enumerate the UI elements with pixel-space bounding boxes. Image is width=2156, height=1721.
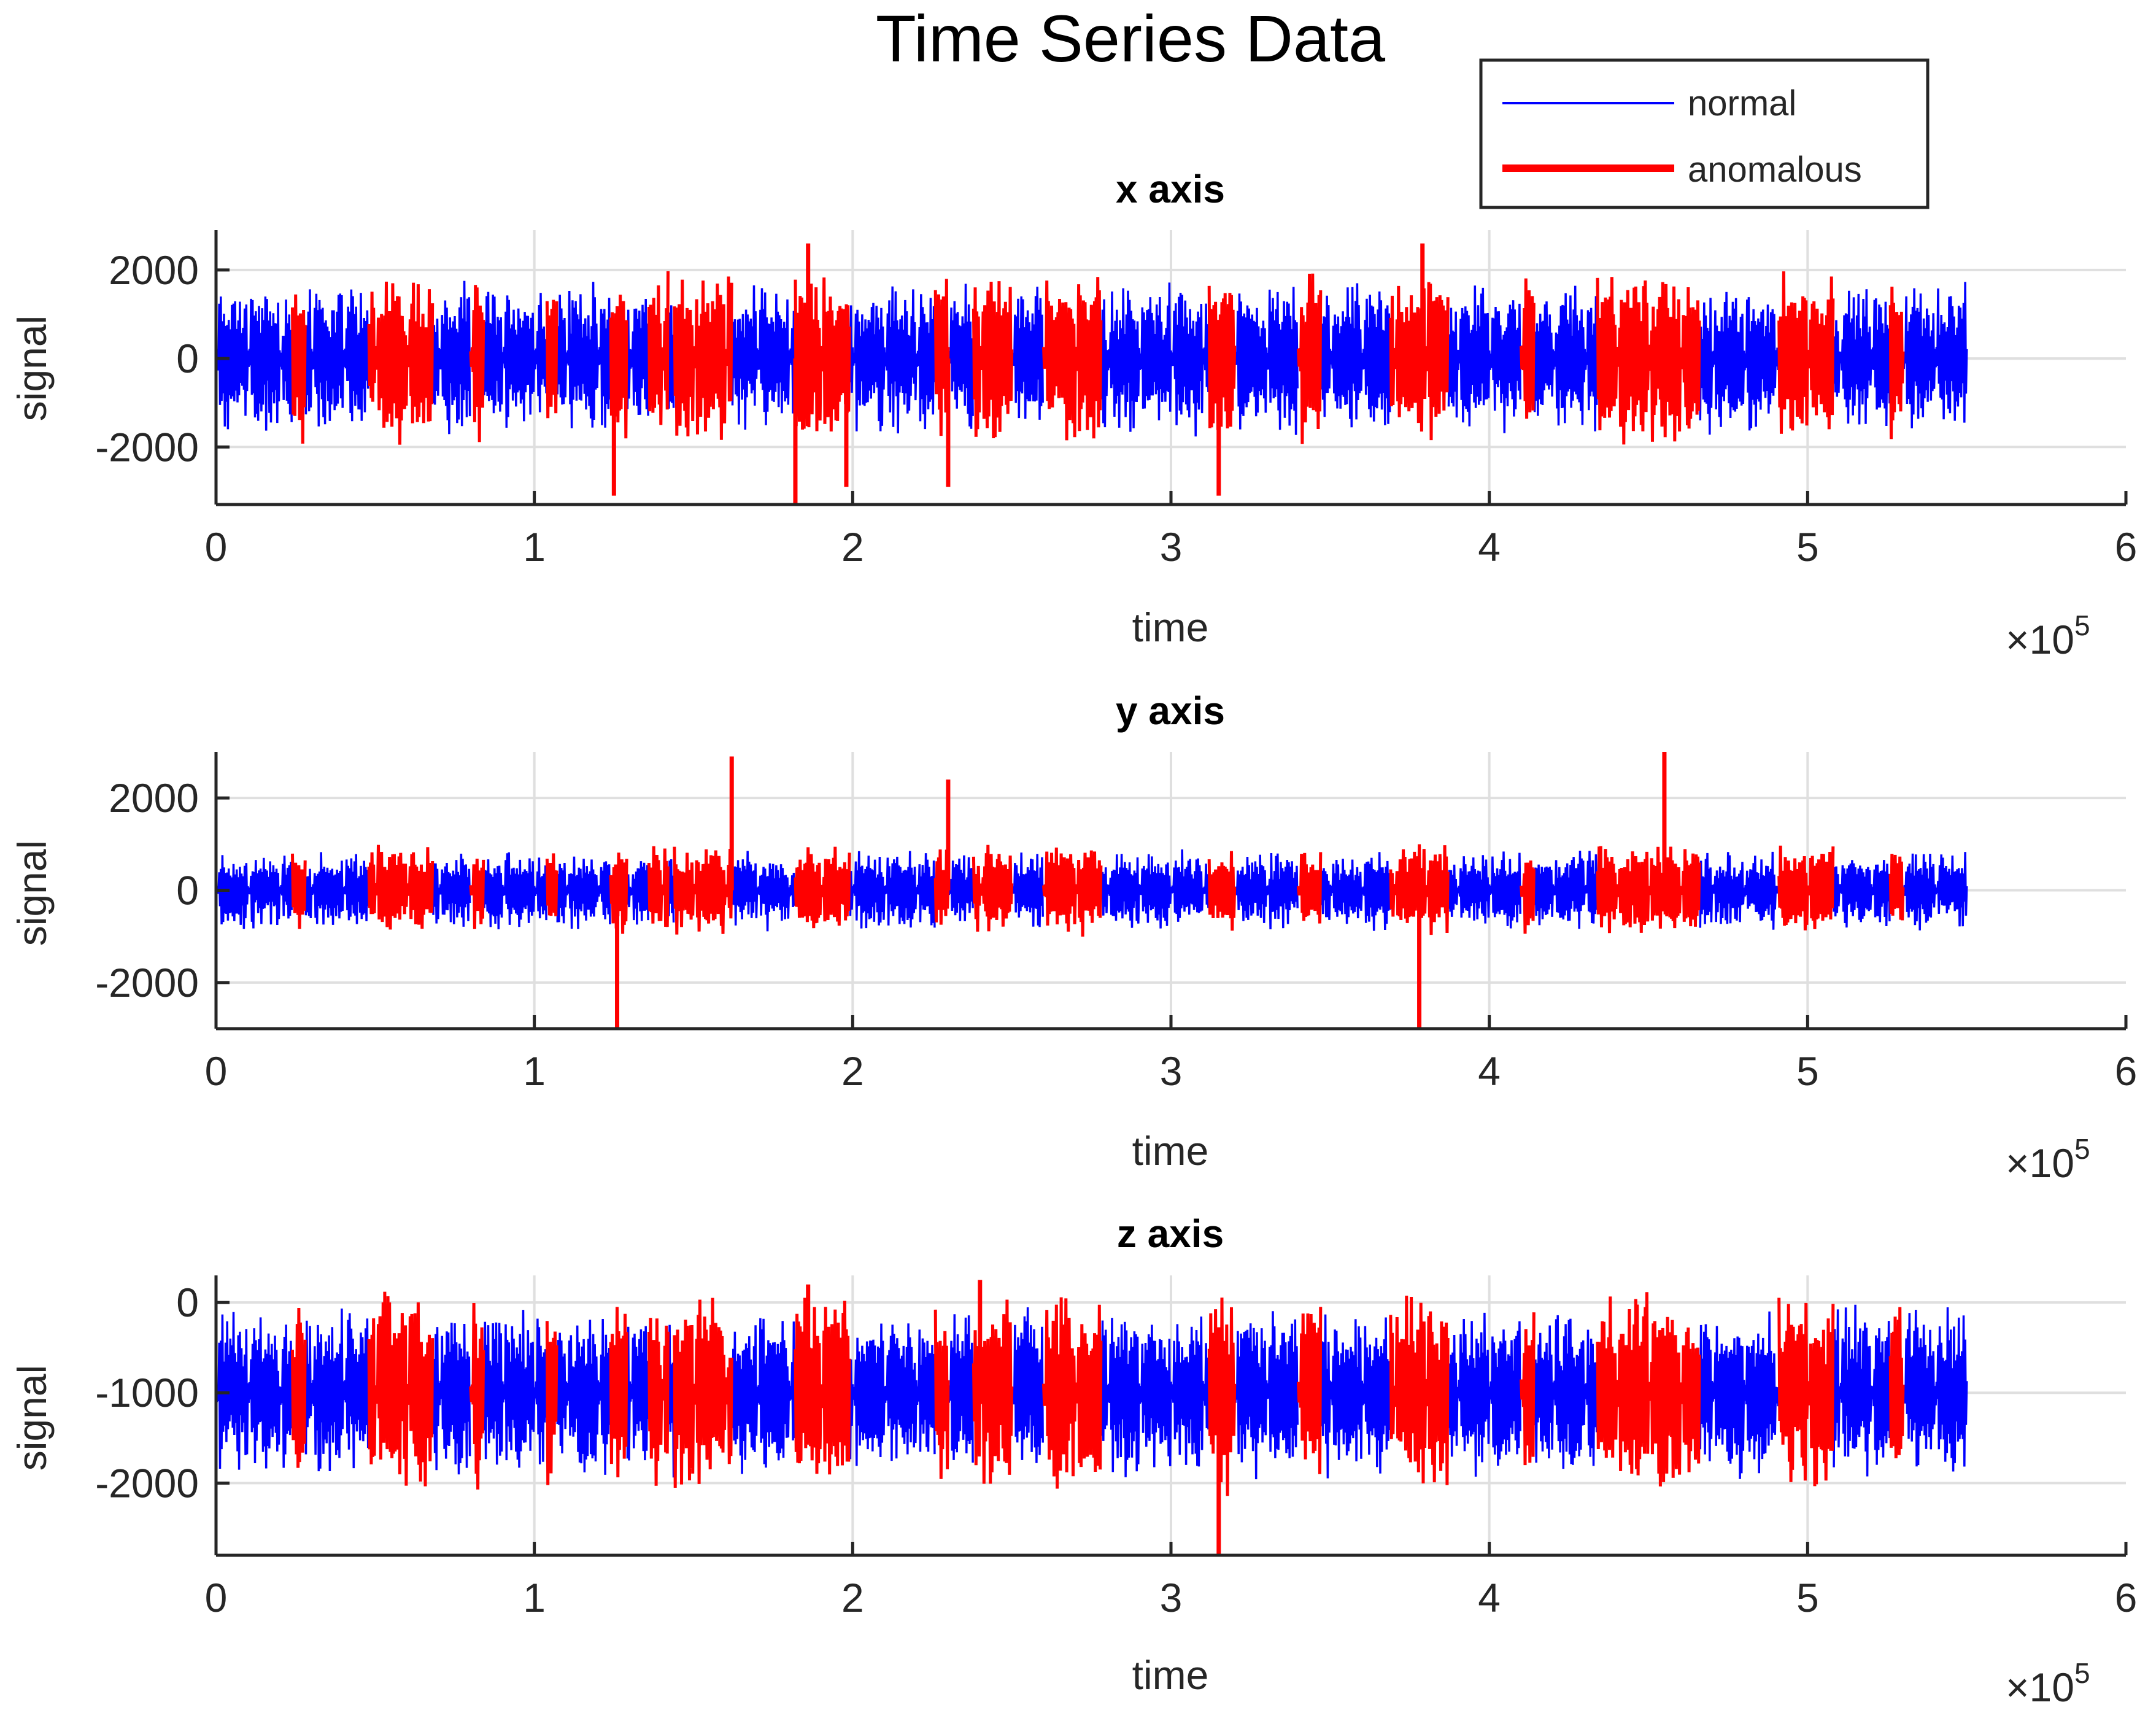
series-anomalous-line <box>291 1291 1905 1496</box>
x-tick-label: 2 <box>841 1048 864 1094</box>
x-tick-label: 4 <box>1478 524 1501 570</box>
x-tick-label: 3 <box>1160 1575 1183 1620</box>
y-tick-label: -2000 <box>95 424 199 470</box>
x-tick-label: 3 <box>1160 524 1183 570</box>
x-tick-label: 1 <box>523 524 546 570</box>
series-anomalous-line <box>291 844 1905 937</box>
plot-area <box>215 752 1968 1029</box>
axes: 0 1 2 3 4 5 6 -2000 -1000 0 <box>95 1275 2137 1620</box>
x-exponent: ×105 <box>2006 609 2090 662</box>
series-normal-line <box>215 849 1968 932</box>
x-tick-label: 1 <box>523 1048 546 1094</box>
subplot-z-axis: z axis 0 1 2 3 4 5 6 -2000 -1000 0 time signal ×1… <box>9 1212 2137 1710</box>
plot-area <box>215 1280 1968 1555</box>
x-tick-label: 6 <box>2115 1575 2138 1620</box>
y-tick-label: 2000 <box>109 775 199 821</box>
x-exponent-base: ×10 <box>2006 1665 2074 1710</box>
x-exponent: ×105 <box>2006 1133 2090 1186</box>
x-tick-label: 0 <box>205 1575 228 1620</box>
legend-label-normal: normal <box>1688 83 1796 123</box>
x-exponent-power: 5 <box>2074 1133 2090 1165</box>
y-tick-label: -2000 <box>95 1460 199 1506</box>
subplot-title: x axis <box>1116 167 1225 211</box>
x-tick-label: 5 <box>1796 524 1819 570</box>
legend-label-anomalous: anomalous <box>1688 150 1862 190</box>
x-tick-label: 4 <box>1478 1575 1501 1620</box>
x-tick-label: 2 <box>841 1575 864 1620</box>
subplot-title: z axis <box>1117 1212 1224 1256</box>
x-axis-label: time <box>1132 605 1209 650</box>
y-tick-label: -1000 <box>95 1370 199 1415</box>
y-axis-label: signal <box>9 840 55 946</box>
x-tick-label: 3 <box>1160 1048 1183 1094</box>
y-tick-label: 0 <box>176 868 199 913</box>
y-tick-label: 0 <box>176 336 199 381</box>
y-axis-label: signal <box>9 1365 55 1471</box>
x-exponent-base: ×10 <box>2006 617 2074 662</box>
x-tick-label: 6 <box>2115 524 2138 570</box>
x-exponent-power: 5 <box>2074 1657 2090 1689</box>
x-tick-label: 1 <box>523 1575 546 1620</box>
plot-area <box>215 243 1968 505</box>
y-tick-label: 0 <box>176 1280 199 1325</box>
x-tick-label: 5 <box>1796 1575 1819 1620</box>
x-exponent-base: ×10 <box>2006 1140 2074 1186</box>
x-tick-label: 4 <box>1478 1048 1501 1094</box>
series-normal-line <box>215 1304 1968 1480</box>
x-tick-label: 5 <box>1796 1048 1819 1094</box>
series-normal-line <box>215 280 1968 437</box>
axes: 0 1 2 3 4 5 6 -2000 0 2000 <box>95 230 2137 570</box>
y-axis-label: signal <box>9 315 55 421</box>
x-axis-label: time <box>1132 1652 1209 1698</box>
x-tick-label: 2 <box>841 524 864 570</box>
figure-title: Time Series Data <box>876 1 1386 75</box>
y-tick-label: -2000 <box>95 960 199 1005</box>
x-tick-label: 6 <box>2115 1048 2138 1094</box>
x-exponent: ×105 <box>2006 1657 2090 1710</box>
x-tick-label: 0 <box>205 1048 228 1094</box>
legend: normal anomalous <box>1479 58 1930 209</box>
subplot-x-axis: x axis 0 1 2 3 4 5 6 -2000 0 2000 time signal ×10… <box>9 167 2137 662</box>
x-tick-label: 0 <box>205 524 228 570</box>
y-tick-label: 2000 <box>109 247 199 293</box>
legend-box <box>1479 58 1930 209</box>
subplot-title: y axis <box>1116 689 1225 733</box>
series-anomalous-line <box>291 271 1905 445</box>
x-exponent-power: 5 <box>2074 609 2090 641</box>
x-axis-label: time <box>1132 1128 1209 1174</box>
